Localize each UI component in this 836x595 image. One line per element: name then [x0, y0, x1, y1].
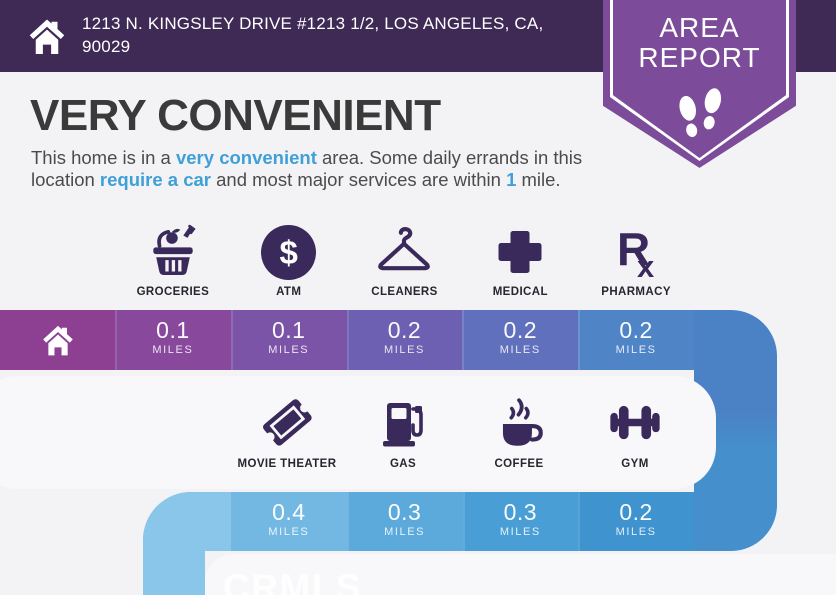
distance-cell: 0.3 MILES: [462, 492, 579, 551]
amenity-cleaners: CLEANERS: [347, 216, 463, 298]
crmls-watermark: CRMLS: [223, 567, 363, 595]
distance-cell: 0.3 MILES: [346, 492, 463, 551]
distance-value: 0.2: [619, 317, 653, 343]
distance-value: 0.3: [503, 499, 538, 525]
amenity-label: CLEANERS: [371, 286, 438, 298]
amenity-row-1: GROCERIES $ ATM CLEANERS MEDICAL: [115, 216, 694, 298]
summary-highlight: require a car: [99, 168, 211, 190]
distance-value: 0.2: [387, 317, 422, 343]
distance-value: 0.2: [619, 499, 653, 525]
distance-cell: 0.2 MILES: [578, 492, 694, 551]
groceries-icon: [153, 224, 196, 276]
amenity-groceries: GROCERIES: [115, 216, 231, 298]
distance-value: 0.1: [156, 317, 190, 343]
distance-cell: 0.2 MILES: [346, 310, 463, 370]
badge-title-line2: REPORT: [638, 42, 761, 73]
amenity-label: COFFEE: [494, 458, 544, 470]
amenity-movie-theater: MOVIE THEATER: [229, 388, 345, 470]
svg-text:x: x: [637, 249, 655, 280]
distance-cell: 0.1 MILES: [115, 310, 231, 370]
distance-unit: MILES: [152, 344, 194, 356]
footprints-icon: [678, 88, 721, 137]
distance-unit: MILES: [615, 344, 657, 356]
summary-plain: area. Some daily errands in this locatio…: [31, 147, 583, 190]
amenity-label: MOVIE THEATER: [237, 458, 337, 470]
distance-value: 0.2: [503, 317, 538, 343]
movie-ticket-icon: [263, 399, 312, 446]
summary-plain: This home is in a: [31, 147, 176, 168]
distance-unit: MILES: [615, 526, 657, 538]
distance-unit: MILES: [268, 344, 310, 356]
distance-bar-1: 0.1 MILES 0.1 MILES 0.2 MILES 0.2 MILES …: [0, 310, 694, 370]
distance-cell: 0.2 MILES: [578, 310, 694, 370]
distance-cell: 0.2 MILES: [462, 310, 579, 370]
distance-unit: MILES: [499, 344, 541, 356]
summary-plain: mile.: [516, 168, 561, 190]
property-address: 1213 N. KINGSLEY DRIVE #1213 1/2, LOS AN…: [82, 14, 544, 56]
distance-lead-cell: [143, 492, 231, 551]
summary-text: This home is in a very convenient area. …: [31, 147, 607, 190]
svg-text:R: R: [617, 224, 650, 275]
bottom-panel: CRMLS: [205, 554, 836, 595]
distance-unit: MILES: [383, 344, 425, 356]
distance-value: 0.4: [272, 499, 306, 525]
distance-value: 0.1: [271, 317, 306, 343]
summary-plain: and most major services are within: [210, 168, 507, 190]
distance-bar-2: 0.4 MILES 0.3 MILES 0.3 MILES 0.2 MILES: [143, 492, 694, 551]
amenity-medical: MEDICAL: [462, 216, 578, 298]
amenity-atm: $ ATM: [231, 216, 347, 298]
amenity-row-2: MOVIE THEATER GAS: [229, 388, 693, 470]
amenity-coffee: COFFEE: [461, 388, 577, 470]
home-marker-cell: [0, 310, 115, 370]
badge-title-line1: AREA: [659, 12, 740, 43]
distance-unit: MILES: [384, 526, 426, 538]
amenity-label: GYM: [621, 458, 649, 470]
medical-icon: [498, 231, 542, 273]
distance-unit: MILES: [268, 526, 310, 538]
distance-cell: 0.4 MILES: [231, 492, 347, 551]
home-icon: [29, 19, 65, 54]
amenity-pharmacy: R x PHARMACY: [578, 216, 694, 298]
amenity-label: GAS: [389, 458, 417, 470]
page-title: VERY CONVENIENT: [30, 91, 441, 140]
distance-unit: MILES: [499, 526, 541, 538]
amenity-label: GROCERIES: [136, 286, 210, 298]
amenity-gym: GYM: [577, 388, 693, 470]
summary-highlight: 1: [506, 168, 517, 190]
area-report-badge: AREA REPORT: [603, 0, 796, 168]
gym-icon: [610, 405, 660, 440]
cleaners-icon: [378, 227, 431, 271]
home-icon: [42, 325, 73, 356]
coffee-icon: [502, 398, 543, 446]
pharmacy-icon: R x: [617, 224, 655, 280]
distance-cell: 0.1 MILES: [230, 310, 347, 370]
summary-highlight: very convenient: [175, 147, 317, 168]
amenity-label: MEDICAL: [492, 286, 548, 298]
gas-pump-icon: [383, 403, 423, 447]
amenity-panel: [0, 376, 716, 489]
amenity-gas: GAS: [345, 388, 461, 470]
atm-icon: $: [261, 225, 317, 280]
amenity-label: PHARMACY: [601, 286, 671, 298]
distance-value: 0.3: [387, 499, 422, 525]
amenity-label: ATM: [276, 286, 302, 298]
